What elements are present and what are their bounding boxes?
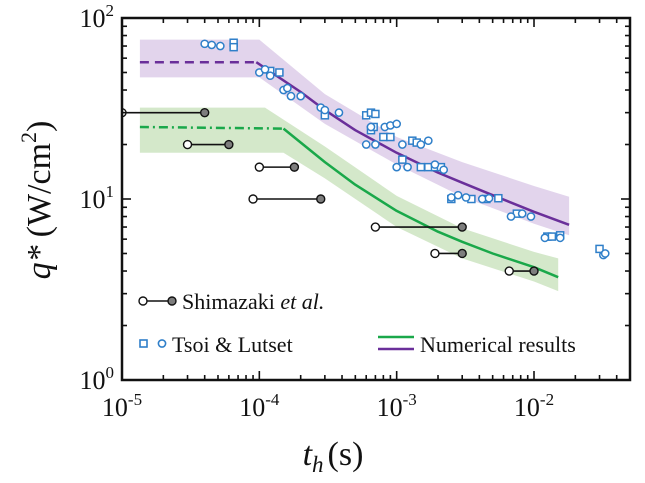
green-plateau-line (139, 125, 284, 130)
tsoi-circle-point (453, 190, 463, 200)
shimazaki-range (504, 266, 539, 276)
tsoi-circle-point (286, 91, 296, 101)
green-band (139, 107, 559, 292)
uncertainty-bands (139, 39, 570, 292)
legend-shimazaki: Shimazaki et al. (138, 289, 324, 314)
tsoi-circle-point (265, 71, 275, 81)
shimazaki-filled-point (289, 162, 300, 172)
tsoi-circle-point (461, 193, 471, 202)
shimazaki-filled-point (316, 194, 326, 204)
shimazaki-ranges (122, 107, 539, 276)
tsoi-circle-point (506, 212, 516, 221)
tsoi-circle-point (371, 140, 380, 149)
tsoi-circle-point (439, 165, 449, 175)
tsoi-circle-point (392, 119, 402, 129)
tsoi-markers (200, 38, 610, 260)
shimazaki-filled-point (457, 222, 467, 232)
tsoi-circle-point (555, 233, 565, 243)
shimazaki-open-point (254, 162, 265, 172)
tsoi-square-point (595, 244, 604, 254)
tsoi-circle-point (200, 39, 210, 49)
legend-shimazaki-label: Shimazaki et al. (182, 289, 324, 314)
x-tick-label: 10-5 (102, 390, 142, 422)
x-axis-title: th (s) (303, 436, 364, 477)
shimazaki-filled-point (529, 266, 539, 276)
tsoi-circle-point (540, 233, 550, 243)
purple-band (139, 39, 570, 236)
shimazaki-open-point (504, 266, 514, 276)
tsoi-square-point (398, 155, 407, 164)
tsoi-circle-point (207, 40, 217, 50)
shimazaki-open-point (248, 194, 258, 204)
shimazaki-filled-point (224, 139, 234, 150)
legend-numerical: Numerical results (378, 332, 576, 357)
tsoi-square-point (416, 162, 426, 172)
axis-ticks (121, 17, 631, 381)
x-tick-label: 10-2 (514, 390, 554, 422)
tsoi-square-point (386, 132, 395, 142)
numerical-lines (139, 60, 570, 279)
legend-square-icon (139, 339, 148, 348)
tsoi-circle-point (403, 162, 412, 172)
tsoi-circle-point (517, 209, 527, 218)
tsoi-circle-point (283, 83, 292, 93)
y-axis-title: q*(W/cm2) (16, 121, 58, 280)
green-numerical-line (282, 127, 559, 279)
tsoi-circle-point (392, 162, 402, 172)
tsoi-circle-point (423, 136, 433, 146)
tsoi-circle-point (366, 122, 376, 132)
x-tick-label: 10-4 (239, 390, 280, 422)
purple-numerical-line (255, 61, 570, 226)
y-tick-label: 102 (80, 1, 115, 33)
shimazaki-open-point (182, 139, 193, 150)
legend-open-circle-icon (138, 296, 148, 306)
tsoi-circle-point (296, 91, 306, 101)
shimazaki-range (254, 162, 300, 172)
legend-numerical-label: Numerical results (420, 332, 576, 357)
tsoi-circle-point (398, 140, 407, 149)
tsoi-circle-point (215, 41, 225, 51)
legend-circle-icon (157, 339, 167, 348)
shimazaki-open-point (430, 248, 440, 259)
tsoi-circle-point (526, 212, 536, 221)
shimazaki-range (248, 194, 326, 204)
shimazaki-range (370, 222, 467, 232)
shimazaki-range (182, 139, 234, 150)
axis-tick-labels: 10-5 10-4 10-3 10-2 100 101 102 (80, 1, 555, 422)
shimazaki-open-point (370, 222, 381, 232)
tsoi-circle-point (430, 160, 440, 169)
tsoi-circle-point (334, 108, 344, 117)
legend: Shimazaki et al. Tsoi & Lutset Numerical… (138, 289, 576, 357)
y-tick-label: 100 (80, 363, 115, 395)
tsoi-square-point (275, 68, 284, 77)
shimazaki-filled-point (199, 107, 210, 118)
legend-tsoi: Tsoi & Lutset (139, 332, 293, 357)
tsoi-circle-point (320, 105, 330, 115)
x-tick-label: 10-3 (377, 390, 417, 422)
tsoi-circle-point (361, 140, 371, 149)
tsoi-circle-point (600, 249, 610, 258)
legend-tsoi-label: Tsoi & Lutset (172, 332, 293, 357)
tsoi-square-point (371, 109, 380, 119)
tsoi-square-point (494, 193, 503, 203)
shimazaki-range (430, 248, 467, 259)
legend-filled-circle-icon (167, 296, 177, 306)
tsoi-circle-point (484, 193, 494, 203)
shimazaki-filled-point (457, 248, 467, 259)
tsoi-square-point (547, 232, 557, 241)
tsoi-circle-point (260, 65, 270, 74)
y-tick-label: 101 (80, 182, 115, 214)
tsoi-circle-point (416, 140, 426, 149)
tsoi-square-point (379, 132, 388, 142)
tsoi-square-point (229, 42, 238, 52)
